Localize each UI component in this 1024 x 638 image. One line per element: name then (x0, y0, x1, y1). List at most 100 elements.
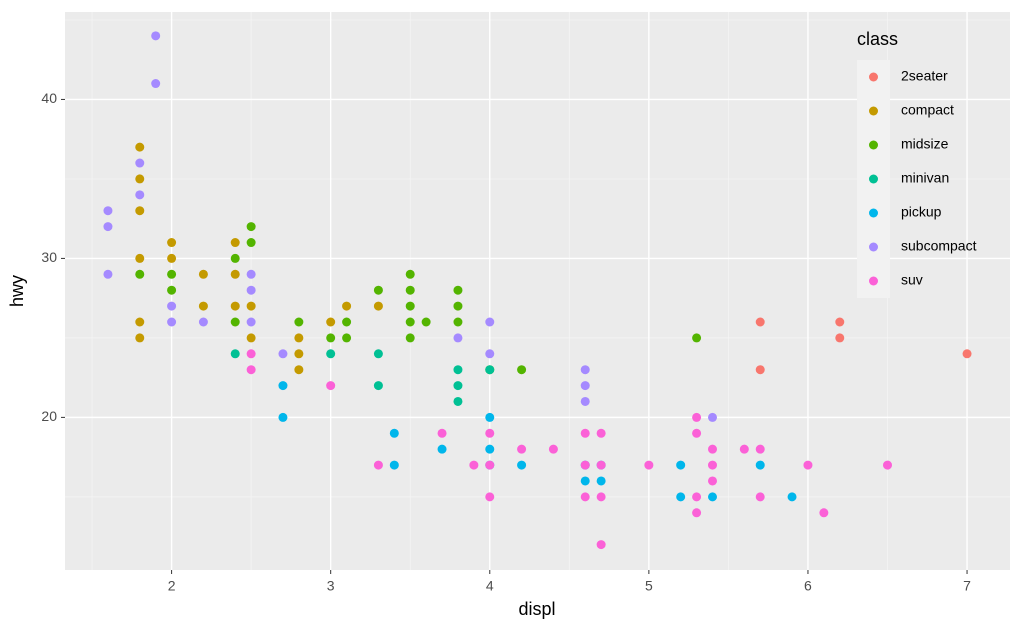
point (230, 238, 240, 248)
legend-marker (869, 174, 878, 184)
point (342, 317, 352, 327)
point (135, 269, 145, 279)
point (485, 460, 495, 470)
point (198, 301, 208, 311)
point (167, 317, 177, 327)
point (453, 381, 463, 391)
point (246, 365, 256, 375)
point (326, 349, 336, 359)
point (596, 460, 606, 470)
legend-marker (869, 106, 878, 116)
point (326, 333, 336, 343)
point (405, 317, 415, 327)
x-tick-label: 2 (168, 578, 176, 594)
point (517, 460, 527, 470)
point (485, 349, 495, 359)
point (517, 444, 527, 454)
point (373, 349, 383, 359)
point (453, 365, 463, 375)
point (405, 301, 415, 311)
point (692, 412, 702, 422)
point (580, 396, 590, 406)
point (278, 381, 288, 391)
point (294, 333, 304, 343)
point (135, 253, 145, 263)
point (692, 508, 702, 518)
points (103, 31, 972, 550)
point (405, 285, 415, 295)
point (389, 428, 399, 438)
point (135, 317, 145, 327)
point (755, 365, 765, 375)
point (342, 301, 352, 311)
point (676, 460, 686, 470)
y-tick-label: 30 (41, 249, 57, 265)
point (580, 460, 590, 470)
x-tick-label: 6 (804, 578, 812, 594)
point (294, 365, 304, 375)
point (230, 317, 240, 327)
point (596, 492, 606, 502)
panel (65, 12, 1010, 570)
point (326, 381, 336, 391)
legend-label: subcompact (901, 238, 977, 254)
point (135, 190, 145, 200)
point (230, 349, 240, 359)
point (708, 412, 717, 422)
point (708, 492, 717, 502)
point (135, 142, 145, 152)
point (246, 301, 256, 311)
point (294, 349, 304, 359)
point (708, 460, 717, 470)
point (405, 333, 415, 343)
point (246, 238, 256, 248)
point (405, 269, 415, 279)
point (151, 79, 161, 89)
point (342, 333, 352, 343)
point (548, 444, 558, 454)
point (421, 317, 431, 327)
legend-label: minivan (901, 170, 949, 186)
point (755, 317, 765, 327)
point (167, 301, 177, 311)
point (453, 317, 463, 327)
legend-label: suv (901, 272, 923, 288)
point (517, 365, 527, 375)
point (692, 428, 702, 438)
point (708, 476, 717, 486)
point (485, 444, 495, 454)
point (373, 460, 383, 470)
point (469, 460, 479, 470)
point (453, 333, 463, 343)
point (135, 333, 145, 343)
legend-marker (869, 140, 878, 150)
legend-marker (869, 242, 878, 252)
point (787, 492, 797, 502)
point (246, 269, 256, 279)
x-tick-label: 3 (327, 578, 335, 594)
legend-marker (869, 208, 878, 218)
x-axis-title: displ (518, 599, 555, 619)
y-axis-title: hwy (7, 275, 27, 307)
point (453, 301, 463, 311)
point (373, 381, 383, 391)
point (326, 317, 336, 327)
point (596, 476, 606, 486)
point (676, 492, 686, 502)
point (373, 285, 383, 295)
point (198, 317, 208, 327)
x-tick-label: 4 (486, 578, 494, 594)
point (453, 396, 463, 406)
point (755, 444, 765, 454)
point (167, 238, 177, 248)
point (580, 381, 590, 391)
y-tick-label: 40 (41, 90, 57, 106)
point (230, 253, 240, 263)
point (135, 174, 145, 184)
point (755, 492, 765, 502)
point (135, 158, 145, 168)
point (644, 460, 654, 470)
point (692, 333, 702, 343)
point (246, 333, 256, 343)
